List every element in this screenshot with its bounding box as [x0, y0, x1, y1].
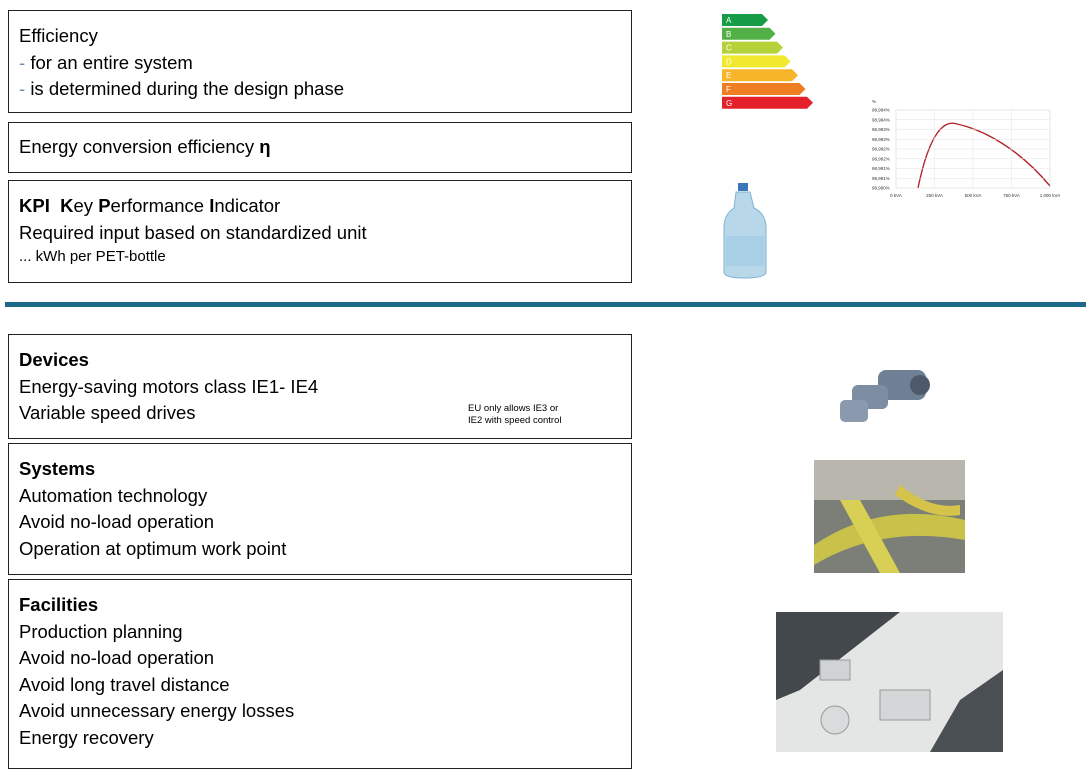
- note-line: EU only allows IE3 or: [468, 403, 559, 414]
- box-line: Production planning: [19, 620, 183, 642]
- word-rest: ey: [73, 195, 99, 216]
- energy-class-letter: D: [726, 57, 732, 66]
- initial: I: [209, 195, 215, 216]
- line-text: Energy conversion efficiency: [19, 136, 255, 157]
- motors: [840, 370, 930, 422]
- x-label: 750 kVA: [1003, 193, 1020, 198]
- efficiency-box: Efficiency - for an entire system - is d…: [8, 10, 632, 113]
- y-unit: %: [872, 99, 876, 104]
- box-line: Avoid long travel distance: [19, 673, 230, 695]
- y-label: 98,993%: [872, 127, 890, 132]
- conversion-box: Energy conversion efficiency η: [8, 122, 632, 173]
- bottle: [723, 183, 767, 279]
- y-label: 98,993%: [872, 137, 890, 142]
- energy-class-letter: B: [726, 30, 731, 39]
- facilities-box: Facilities Production planning Avoid no-…: [8, 579, 632, 769]
- box-line: Avoid no-load operation: [19, 511, 215, 532]
- item-text: for an entire system: [30, 51, 193, 73]
- x-label: 0 kVA: [890, 193, 902, 198]
- kpi-box: KPI Key Performance Indicator Required i…: [8, 180, 632, 283]
- initial: K: [60, 195, 74, 216]
- efficiency-curve: [917, 122, 1051, 189]
- energy-class-bar: [722, 83, 806, 95]
- energy-class-letter: C: [726, 44, 732, 53]
- energy-class-bar: [722, 41, 783, 54]
- word-rest: erformance: [110, 195, 210, 216]
- facility-render: [776, 612, 1003, 752]
- efficiency-chart: [895, 109, 1051, 189]
- energy-class-bar: [722, 14, 768, 26]
- dash: -: [19, 78, 26, 99]
- systems-box: Systems Automation technology Avoid no-l…: [8, 443, 632, 575]
- box-title: Facilities: [19, 594, 99, 615]
- box-line: Operation at optimum work point: [19, 537, 287, 559]
- divider: [5, 302, 1086, 307]
- box-line: Automation technology: [19, 484, 208, 506]
- eta-symbol: η: [259, 136, 271, 157]
- energy-class-letter: E: [726, 71, 731, 80]
- x-label: 500 kVA: [965, 193, 982, 198]
- note: EU only allows IE3 or IE2 with speed con…: [468, 403, 561, 427]
- box-title: Systems: [19, 458, 96, 479]
- energy-class-letter: F: [726, 85, 731, 94]
- box-line: Energy recovery: [19, 726, 154, 748]
- energy-class-bar: [722, 55, 791, 68]
- note-line: IE2 with speed control: [468, 415, 562, 426]
- y-label: 98,991%: [872, 166, 890, 171]
- box-line: Required input based on standardized uni…: [19, 221, 367, 243]
- kpi-title: KPI Key Performance Indicator: [19, 193, 621, 220]
- x-label: 1.000 kVA: [1040, 193, 1060, 198]
- box-line: Variable speed drives: [19, 402, 196, 423]
- box-line: Avoid unnecessary energy losses: [19, 700, 295, 721]
- conveyor-photo: [814, 460, 965, 573]
- acronym: KPI: [19, 195, 50, 216]
- box-line: Energy conversion efficiency η: [19, 134, 621, 161]
- item-text: is determined during the design phase: [30, 78, 344, 99]
- box-line-small: ... kWh per PET-bottle: [19, 248, 166, 265]
- box-line: Avoid no-load operation: [19, 647, 215, 668]
- energy-class-bar: [722, 69, 798, 82]
- y-label: 98,994%: [872, 117, 890, 122]
- chart-frame: [895, 109, 1051, 189]
- y-label: 98,992%: [872, 147, 890, 152]
- box-title: Efficiency: [19, 25, 98, 46]
- energy-class-bar: [722, 27, 776, 40]
- x-label: 250 kVA: [926, 193, 943, 198]
- dash: -: [19, 51, 26, 73]
- box-line: Energy-saving motors class IE1- IE4: [19, 375, 319, 397]
- word-rest: ndicator: [214, 195, 281, 216]
- initial: P: [98, 195, 111, 216]
- bullet-item: - is determined during the design phase: [19, 76, 621, 103]
- y-label: 98,991%: [872, 176, 890, 181]
- energy-class-letter: A: [726, 16, 732, 25]
- y-label: 98,992%: [872, 156, 890, 161]
- y-label: 98,994%: [872, 108, 890, 113]
- box-title: Devices: [19, 349, 89, 370]
- bullet-item: - for an entire system: [19, 50, 621, 77]
- energy-class-letter: G: [726, 99, 732, 108]
- y-label: 98,990%: [872, 186, 890, 191]
- energy-class-bar: [722, 96, 813, 109]
- devices-box: Devices Energy-saving motors class IE1- …: [8, 334, 632, 439]
